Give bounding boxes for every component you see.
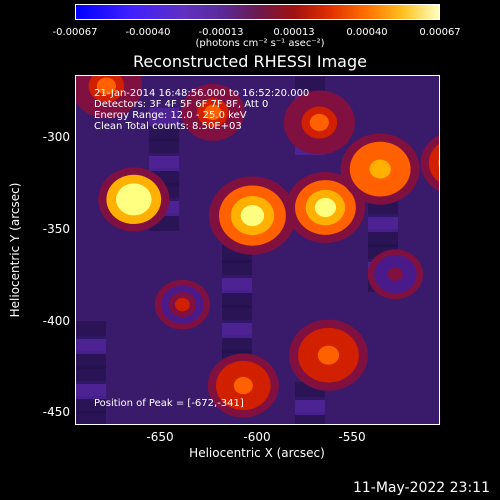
info-time: 21-Jan-2014 16:48:56.000 to 16:52:20.000 <box>94 88 310 99</box>
emission-blob <box>420 134 439 192</box>
background-cell <box>76 366 106 384</box>
emission-blob <box>76 76 142 119</box>
emission-blob <box>98 167 170 232</box>
colorbar-tick: 0.00040 <box>346 27 388 38</box>
emission-blob <box>340 133 420 205</box>
background-cell <box>149 123 179 141</box>
background-cell <box>368 214 398 232</box>
info-energy: Energy Range: 12.0 - 25.0 keV <box>94 110 247 121</box>
emission-blob <box>154 279 211 330</box>
background-cell <box>222 320 252 338</box>
emission-blob <box>181 83 245 141</box>
chart-title: Reconstructed RHESSI Image <box>133 52 367 71</box>
y-tick-label: -450 <box>42 405 70 419</box>
colorbar-tick: 0.00067 <box>419 27 461 38</box>
background-cell <box>222 305 252 323</box>
colorbar-tick: -0.00067 <box>52 27 98 38</box>
background-cell <box>76 336 106 354</box>
x-axis-label: Heliocentric X (arcsec) <box>189 446 325 460</box>
plot-area: 21-Jan-2014 16:48:56.000 to 16:52:20.000… <box>75 75 440 425</box>
background-cell <box>76 351 106 369</box>
colorbar-tick: -0.00013 <box>198 27 244 38</box>
emission-blob <box>208 176 296 255</box>
emission-blob <box>288 319 368 391</box>
background-cell <box>76 411 106 424</box>
x-tick-label: -600 <box>243 430 271 444</box>
background-cell <box>149 138 179 156</box>
background-cell <box>149 153 179 171</box>
colorbar <box>75 4 440 20</box>
background-cell <box>222 335 252 353</box>
colorbar-tick: -0.00040 <box>125 27 171 38</box>
timestamp: 11-May-2022 23:11 <box>352 480 490 496</box>
y-tick-label: -400 <box>42 314 70 328</box>
background-cell <box>222 290 252 308</box>
emission-blob <box>367 249 424 300</box>
y-tick-label: -300 <box>42 130 70 144</box>
colorbar-tick: 0.00013 <box>273 27 315 38</box>
background-cell <box>295 77 325 95</box>
background-cell <box>222 275 252 293</box>
background-cell <box>76 381 106 399</box>
emission-blob <box>283 90 355 155</box>
background-cell <box>76 321 106 339</box>
heatmap-image <box>76 76 439 424</box>
background-cell <box>149 108 179 126</box>
emission-blob <box>285 171 365 244</box>
background-cell <box>222 260 252 278</box>
y-axis-label: Heliocentric Y (arcsec) <box>8 182 22 318</box>
background-cell <box>76 396 106 414</box>
x-tick-label: -550 <box>338 430 366 444</box>
info-peak: Position of Peak = [-672,-341] <box>94 398 244 409</box>
colorbar-unit: (photons cm⁻² s⁻¹ asec⁻²) <box>195 38 325 49</box>
info-clean: Clean Total counts: 8.50E+03 <box>94 121 242 132</box>
info-detectors: Detectors: 3F 4F 5F 6F 7F 8F, Att 0 <box>94 99 269 110</box>
background-cell <box>368 229 398 247</box>
emission-blob <box>207 353 279 418</box>
x-tick-label: -650 <box>146 430 174 444</box>
y-tick-label: -350 <box>42 222 70 236</box>
background-cell <box>295 397 325 415</box>
